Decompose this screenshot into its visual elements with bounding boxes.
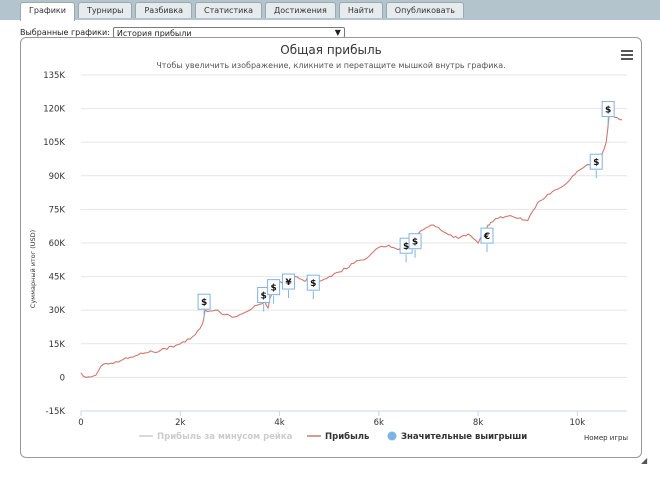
- series-profit-line: [80, 108, 623, 378]
- big-win-symbol: $: [201, 298, 207, 308]
- gridlines: [81, 74, 627, 412]
- x-axis-label: Номер игры: [584, 434, 628, 442]
- chart-subtitle: Чтобы увеличить изображение, кликните и …: [156, 61, 505, 70]
- big-win-symbol: €: [483, 232, 490, 242]
- big-win-symbol: $: [310, 279, 316, 289]
- x-tick-label: 0: [78, 418, 83, 428]
- profit-chart[interactable]: -15K 0 15K 30K 45K 60K 75K 90K 105K 120K 135K 0 2k 4…: [21, 38, 642, 458]
- big-win-symbol: $: [261, 291, 267, 301]
- x-axis-ticks: 0 2k 4k 6k 8k 10k: [78, 411, 585, 428]
- y-axis-ticks: -15K 0 15K 30K 45K 60K 75K 90K 105K 120K 135K: [43, 71, 65, 417]
- legend: Прибыль за минусом рейка Прибыль Значите…: [139, 431, 527, 442]
- resize-grip-icon[interactable]: ◢: [641, 456, 648, 465]
- y-tick-label: 30K: [49, 306, 66, 316]
- y-tick-label: 120K: [43, 105, 65, 115]
- big-win-symbol: $: [605, 106, 611, 116]
- x-tick-label: 2k: [175, 418, 185, 428]
- big-win-marker[interactable]: $: [197, 293, 211, 319]
- big-win-marker[interactable]: €: [480, 227, 494, 253]
- big-win-marker[interactable]: $: [589, 153, 603, 179]
- big-win-symbol: $: [403, 242, 409, 252]
- chart-select-value: История прибыли: [116, 28, 192, 38]
- y-axis-label: Суммарный итог (USD): [29, 230, 37, 308]
- y-tick-label: 135K: [43, 71, 65, 81]
- big-win-flag: [480, 227, 494, 244]
- legend-item-big-wins[interactable]: Значительные выигрыши: [387, 431, 528, 443]
- tab-find[interactable]: Найти: [338, 2, 383, 18]
- y-tick-label: 105K: [43, 138, 65, 148]
- legend-item-profit[interactable]: Прибыль: [307, 431, 369, 442]
- chart-selector-label: Выбранные графики:: [20, 27, 110, 37]
- big-win-flag: [281, 273, 295, 290]
- big-win-markers: $$$¥ $$ $€$$: [197, 101, 615, 319]
- x-tick-label: 10k: [569, 418, 585, 428]
- tab-bar: Графики Турниры Разбивка Статистика Дост…: [0, 0, 660, 21]
- y-tick-label: 15K: [49, 340, 66, 350]
- big-win-symbol: $: [270, 284, 276, 294]
- tab-statistics[interactable]: Статистика: [195, 2, 263, 18]
- hamburger-menu-icon[interactable]: [619, 48, 635, 62]
- y-tick-label: 90K: [49, 172, 66, 182]
- big-win-marker[interactable]: $: [267, 279, 281, 304]
- big-win-symbol: $: [412, 238, 418, 248]
- y-tick-label: 60K: [49, 239, 66, 249]
- tab-breakdown[interactable]: Разбивка: [135, 2, 193, 18]
- chevron-down-icon: ▼: [334, 27, 341, 37]
- big-win-symbol: $: [593, 158, 599, 168]
- big-win-flag: [408, 233, 422, 250]
- tab-charts[interactable]: Графики: [20, 2, 75, 21]
- y-tick-label: 0: [60, 373, 65, 383]
- tab-list: Графики Турниры Разбивка Статистика Дост…: [20, 2, 467, 21]
- big-win-flag: [306, 274, 320, 291]
- chart-panel[interactable]: -15K 0 15K 30K 45K 60K 75K 90K 105K 120K 135K 0 2k 4…: [20, 37, 642, 458]
- big-win-flag: [267, 279, 281, 296]
- legend-big-wins-swatch: [387, 431, 397, 441]
- y-tick-label: -15K: [46, 407, 66, 417]
- big-win-marker[interactable]: $: [601, 101, 615, 126]
- big-win-marker[interactable]: ¥: [281, 273, 295, 299]
- legend-profit-label: Прибыль: [325, 431, 369, 442]
- big-win-flag: [601, 101, 615, 118]
- tab-publish[interactable]: Опубликовать: [385, 2, 465, 18]
- y-tick-label: 75K: [49, 205, 66, 215]
- big-win-marker[interactable]: $: [306, 274, 320, 300]
- x-tick-label: 4k: [274, 418, 284, 428]
- legend-big-wins-label: Значительные выигрыши: [401, 432, 527, 442]
- big-win-flag: [197, 293, 211, 310]
- x-tick-label: 8k: [473, 418, 483, 428]
- chart-title: Общая прибыль: [280, 43, 381, 57]
- y-tick-label: 45K: [49, 273, 66, 283]
- tab-achievements[interactable]: Достижения: [265, 2, 336, 18]
- chart-select-dropdown[interactable]: История прибыли ▼: [112, 26, 345, 38]
- big-win-flag: [589, 153, 603, 170]
- legend-rake-label: Прибыль за минусом рейка: [157, 431, 293, 442]
- big-win-symbol: ¥: [285, 278, 292, 288]
- legend-item-rake[interactable]: Прибыль за минусом рейка: [139, 431, 293, 442]
- tab-tournaments[interactable]: Турниры: [77, 2, 133, 18]
- big-win-marker[interactable]: $: [408, 233, 422, 258]
- x-tick-label: 6k: [374, 418, 384, 428]
